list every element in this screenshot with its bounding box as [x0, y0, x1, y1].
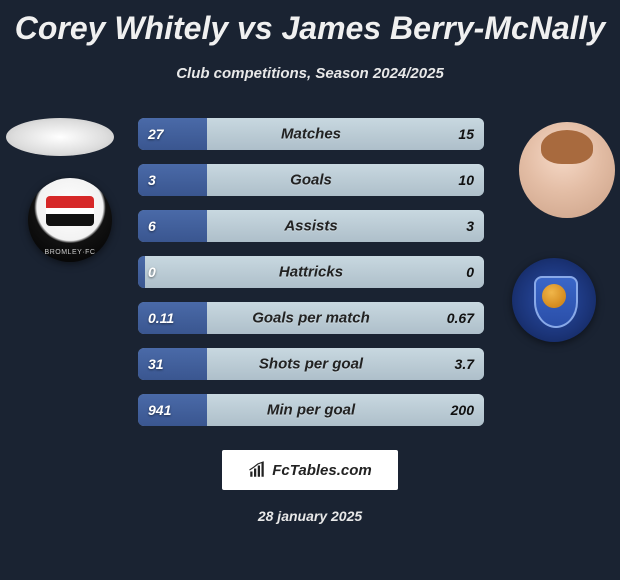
club-crest-left — [28, 178, 112, 262]
stat-row: 0 Hattricks 0 — [138, 256, 484, 288]
stat-value-right: 0.67 — [447, 310, 474, 326]
stat-value-right: 10 — [458, 172, 474, 188]
club-crest-right — [512, 258, 596, 342]
stat-label: Shots per goal — [138, 356, 484, 373]
stat-value-right: 15 — [458, 126, 474, 142]
page-title: Corey Whitely vs James Berry-McNally — [0, 0, 620, 47]
stat-value-right: 0 — [466, 264, 474, 280]
stat-value-right: 3.7 — [455, 356, 474, 372]
stat-label: Hattricks — [138, 264, 484, 281]
stat-row: 0.11 Goals per match 0.67 — [138, 302, 484, 334]
stat-value-right: 200 — [451, 402, 474, 418]
stat-row: 941 Min per goal 200 — [138, 394, 484, 426]
stat-label: Goals per match — [138, 310, 484, 327]
stat-label: Matches — [138, 126, 484, 143]
stat-value-right: 3 — [466, 218, 474, 234]
stats-bars: 27 Matches 15 3 Goals 10 6 Assists 3 0 H… — [138, 118, 484, 440]
player-left-avatar — [6, 118, 114, 156]
stat-label: Goals — [138, 172, 484, 189]
date-text: 28 january 2025 — [0, 508, 620, 524]
stat-row: 3 Goals 10 — [138, 164, 484, 196]
brand-badge: FcTables.com — [222, 450, 398, 490]
page-subtitle: Club competitions, Season 2024/2025 — [0, 65, 620, 82]
stat-label: Min per goal — [138, 402, 484, 419]
stat-row: 27 Matches 15 — [138, 118, 484, 150]
stat-row: 31 Shots per goal 3.7 — [138, 348, 484, 380]
brand-icon — [248, 461, 266, 479]
player-right-avatar — [519, 122, 615, 218]
stat-row: 6 Assists 3 — [138, 210, 484, 242]
brand-text: FcTables.com — [272, 462, 371, 479]
stat-label: Assists — [138, 218, 484, 235]
